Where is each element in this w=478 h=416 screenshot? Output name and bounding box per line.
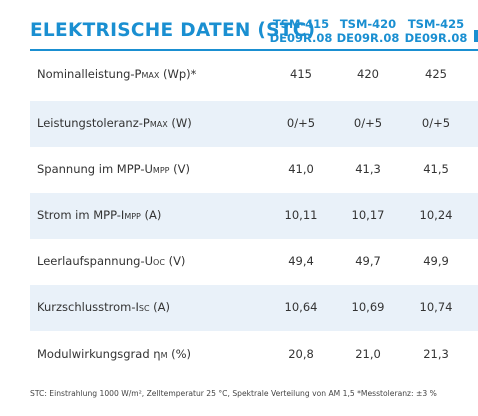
row-value: 0/+5 [421, 116, 451, 130]
column-model: TSM-420 [339, 17, 397, 31]
row-label: Nominalleistung-Pmax (Wp)* [37, 67, 197, 81]
table-row: Modulwirkungsgrad ηm (%) 20,8 21,0 21,3 [30, 332, 478, 378]
section-title: ELEKTRISCHE DATEN (STC) [30, 20, 316, 41]
column-header-2: TSM-420 DE09R.08 [336, 17, 400, 45]
footnote: STC: Einstrahlung 1000 W/m², Zelltempera… [30, 389, 437, 398]
row-value: 41,5 [423, 162, 449, 176]
table-row: Nominalleistung-Pmax (Wp)* 415 420 425 [30, 52, 478, 98]
row-label: Spannung im MPP-Umpp (V) [37, 162, 190, 176]
row-label: Leerlaufspannung-Uoc (V) [37, 254, 186, 268]
row-value: 415 [290, 67, 312, 81]
column-variant: DE09R.08 [269, 31, 333, 45]
row-label: Modulwirkungsgrad ηm (%) [37, 347, 192, 361]
table-row: Kurzschlusstrom-Isc (A) 10,64 10,69 10,7… [30, 285, 478, 331]
row-label: Strom im MPP-Impp (A) [37, 208, 162, 222]
row-value: 10,69 [351, 300, 385, 314]
column-variant: DE09R.08 [336, 31, 400, 45]
next-column-edge [474, 30, 478, 42]
row-value: 41,0 [288, 162, 314, 176]
column-header-3: TSM-425 DE09R.08 [404, 17, 468, 45]
header-rule [30, 49, 478, 51]
table-row: Strom im MPP-Impp (A) 10,11 10,17 10,24 [30, 193, 478, 239]
column-model: TSM-425 [407, 17, 465, 31]
table-row: Leerlaufspannung-Uoc (V) 49,4 49,7 49,9 [30, 239, 478, 285]
row-value: 49,9 [423, 254, 449, 268]
row-value: 10,17 [351, 208, 385, 222]
row-value: 41,3 [355, 162, 381, 176]
row-value: 10,24 [419, 208, 453, 222]
row-value: 420 [357, 67, 379, 81]
row-value: 0/+5 [353, 116, 383, 130]
row-value: 10,74 [419, 300, 453, 314]
row-value: 425 [425, 67, 447, 81]
row-value: 10,11 [284, 208, 318, 222]
table-row: Leistungstoleranz-Pmax (W) 0/+5 0/+5 0/+… [30, 101, 478, 147]
row-value: 21,3 [423, 347, 449, 361]
row-label: Leistungstoleranz-Pmax (W) [37, 116, 192, 130]
column-model: TSM-415 [272, 17, 330, 31]
row-value: 49,7 [355, 254, 381, 268]
table-row: Spannung im MPP-Umpp (V) 41,0 41,3 41,5 [30, 147, 478, 193]
row-value: 10,64 [284, 300, 318, 314]
row-value: 20,8 [288, 347, 314, 361]
row-value: 49,4 [288, 254, 314, 268]
row-label: Kurzschlusstrom-Isc (A) [37, 300, 171, 314]
column-header-1: TSM-415 DE09R.08 [269, 17, 333, 45]
row-value: 0/+5 [286, 116, 316, 130]
column-variant: DE09R.08 [404, 31, 468, 45]
row-value: 21,0 [355, 347, 381, 361]
